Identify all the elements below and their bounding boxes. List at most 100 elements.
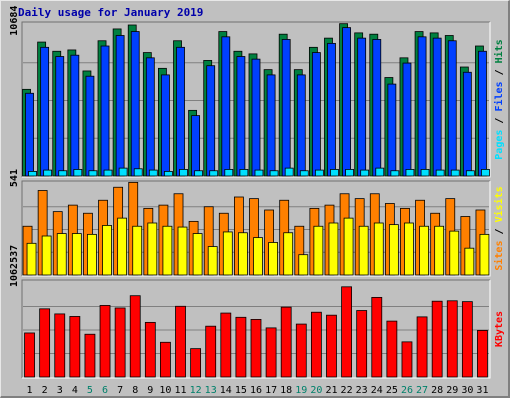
kbytes-bar <box>24 332 35 378</box>
kbytes-bar <box>416 316 428 378</box>
files-bar <box>342 27 351 177</box>
pages-bar <box>73 169 83 177</box>
day-label: 9 <box>147 385 153 396</box>
panel-kbytes-light-edge <box>22 280 491 379</box>
day-label: 26 <box>401 385 413 396</box>
files-bar <box>145 57 155 177</box>
kbytes-bar <box>250 319 262 378</box>
day-label: 27 <box>416 385 428 396</box>
day-label: 15 <box>235 385 247 396</box>
day-label: 10 <box>159 385 171 396</box>
pages-bar <box>420 169 430 177</box>
sites-bar <box>419 225 429 276</box>
sites-bar <box>87 233 97 276</box>
pages-bar <box>360 169 370 177</box>
kbytes-bar <box>235 316 247 378</box>
day-label: 17 <box>265 385 277 396</box>
pages-bar <box>43 169 53 177</box>
files-bar <box>478 50 487 177</box>
day-label: 31 <box>476 385 488 396</box>
pages-bar <box>88 170 98 177</box>
kbytes-bar <box>295 323 307 378</box>
legend-label-segment: / <box>494 112 505 130</box>
panel-kbytes-ymax-label: 1062537 <box>9 245 20 287</box>
kbytes-bar <box>84 333 96 378</box>
sites-bar <box>71 233 82 276</box>
kbytes-bar <box>431 300 443 378</box>
kbytes-bar <box>265 327 277 378</box>
kbytes-bar <box>144 321 156 378</box>
files-bar <box>417 36 427 177</box>
sites-bar <box>449 230 460 276</box>
pages-bar <box>194 170 204 177</box>
sites-bar <box>479 233 490 276</box>
files-bar <box>447 40 457 177</box>
day-label: 12 <box>190 385 202 396</box>
sites-bar <box>328 222 339 276</box>
sites-bar <box>102 225 112 276</box>
kbytes-bar <box>220 312 232 378</box>
sites-bar <box>117 217 128 276</box>
pages-bar <box>481 169 490 177</box>
files-bar <box>25 92 34 177</box>
pages-bar <box>450 169 460 177</box>
day-label: 23 <box>356 385 368 396</box>
day-label: 29 <box>446 385 458 396</box>
panel-visits_sites-legend-label: Sites / Visits <box>493 186 505 270</box>
sites-bar <box>238 232 248 276</box>
legend-label-segment: Hits <box>493 39 505 63</box>
sites-bar <box>132 225 143 276</box>
sites-bar <box>26 242 37 276</box>
sites-bar <box>343 217 354 276</box>
files-bar <box>357 37 367 177</box>
legend-label-segment: / <box>494 63 505 81</box>
kbytes-bar <box>446 300 458 378</box>
day-label: 1 <box>27 385 33 396</box>
sites-bar <box>56 233 67 276</box>
files-bar <box>100 45 110 177</box>
sites-bar <box>464 247 475 276</box>
kbytes-bar <box>477 330 488 378</box>
day-label: 30 <box>461 385 473 396</box>
sites-bar <box>313 225 324 276</box>
files-bar <box>115 35 125 177</box>
day-label: 21 <box>325 385 337 396</box>
sites-bar <box>298 254 309 276</box>
legend-label-segment: Sites <box>493 241 505 271</box>
sites-bar <box>388 224 399 276</box>
pages-bar <box>390 170 400 177</box>
panel-hits_files_pages-shadow-edge <box>21 21 490 177</box>
kbytes-bar <box>39 308 51 378</box>
kbytes-bar <box>69 316 81 378</box>
pages-bar <box>254 169 264 177</box>
sites-bar <box>177 226 188 276</box>
files-bar <box>85 75 95 177</box>
pages-bar <box>164 171 173 177</box>
files-bar <box>402 62 412 177</box>
legend-label-segment: Visits <box>493 186 505 222</box>
chart-title: Daily usage for January 2019 <box>18 6 203 19</box>
day-label: 2 <box>42 385 48 396</box>
files-bar <box>266 74 276 177</box>
kbytes-bar <box>160 341 171 378</box>
sites-bar <box>373 222 384 276</box>
files-bar <box>221 36 231 177</box>
day-label: 18 <box>280 385 292 396</box>
legend-label-segment: / <box>494 222 505 240</box>
day-label: 5 <box>87 385 93 396</box>
files-bar <box>327 42 336 177</box>
kbytes-bar <box>461 301 473 378</box>
day-label: 28 <box>431 385 443 396</box>
sites-bar <box>358 225 369 276</box>
files-bar <box>311 52 321 177</box>
kbytes-bar <box>54 313 66 378</box>
pages-bar <box>133 168 143 177</box>
day-label: 22 <box>341 385 353 396</box>
day-label: 25 <box>386 385 398 396</box>
day-label: 13 <box>205 385 217 396</box>
day-label: 4 <box>72 385 78 396</box>
legend-label-segment: KBytes <box>494 311 505 347</box>
sites-bar <box>162 225 173 276</box>
day-label: 24 <box>371 385 383 396</box>
